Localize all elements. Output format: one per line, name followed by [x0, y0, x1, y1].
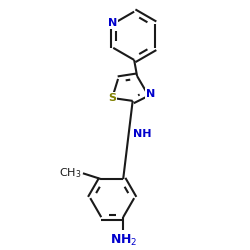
Text: NH$_2$: NH$_2$: [110, 233, 137, 248]
Text: CH$_3$: CH$_3$: [59, 166, 82, 180]
Text: N: N: [108, 18, 117, 28]
Text: NH: NH: [133, 129, 151, 139]
Text: N: N: [146, 88, 155, 99]
Text: S: S: [108, 93, 116, 103]
